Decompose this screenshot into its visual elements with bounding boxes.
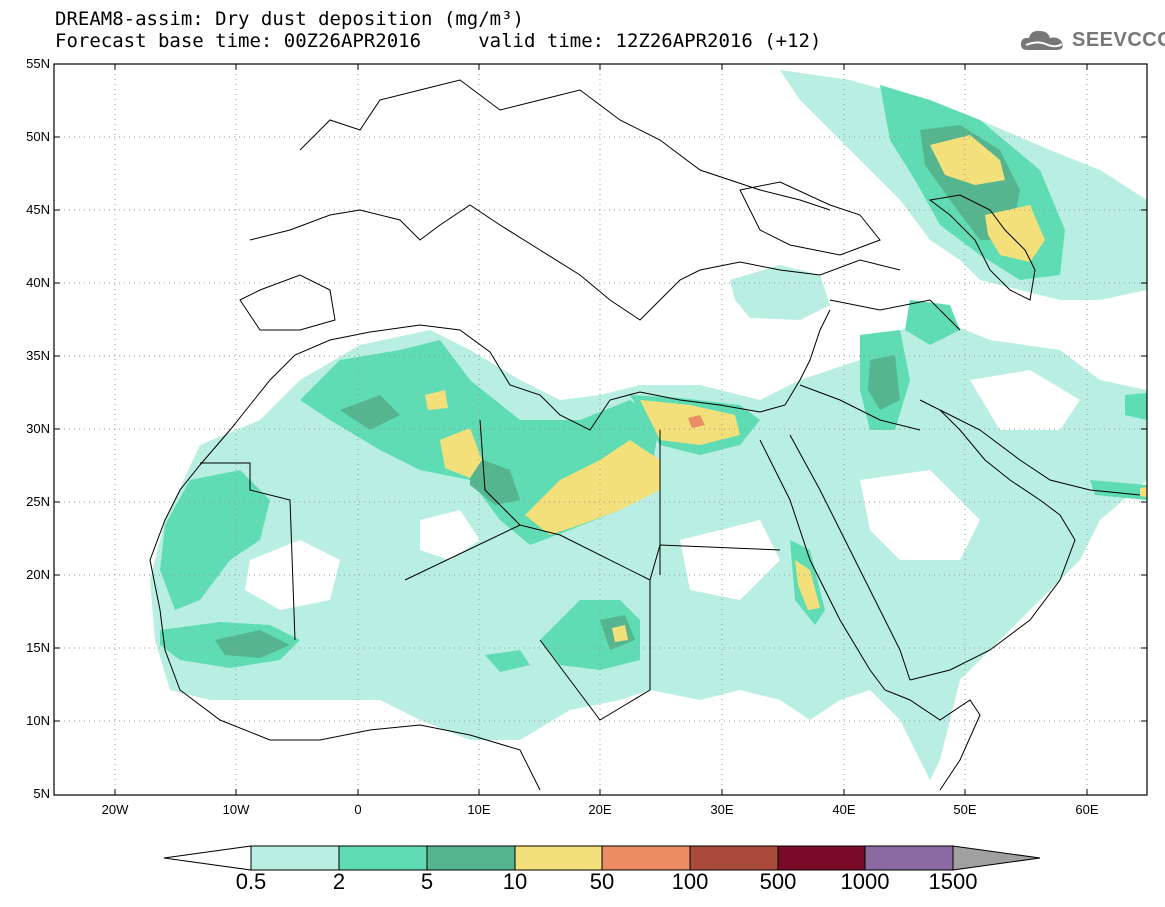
lon-label: 20W	[101, 802, 129, 817]
colorbar-swatch	[338, 845, 428, 871]
lat-label: 5N	[33, 786, 50, 801]
colorbar-swatch	[689, 845, 779, 871]
lat-label: 40N	[26, 275, 50, 290]
dust-region-libya-yellow	[525, 440, 660, 535]
lon-label: 30E	[710, 802, 734, 817]
colorbar-label: 500	[759, 869, 797, 894]
lat-label: 50N	[26, 129, 50, 144]
colorbar-label: 2	[332, 869, 346, 894]
colorbar-swatch	[864, 845, 954, 871]
lat-label: 35N	[26, 348, 50, 363]
lon-label: 20E	[588, 802, 612, 817]
dust-region-turkey-light	[730, 265, 830, 320]
lon-label: 0	[354, 802, 362, 817]
lat-label: 45N	[26, 202, 50, 217]
map-subtitle: Forecast base time: 00Z26APR2016 valid t…	[55, 30, 822, 52]
lon-label: 10W	[222, 802, 250, 817]
lat-label: 10N	[26, 713, 50, 728]
dust-field	[150, 70, 1147, 780]
colorbar-label: 0.5	[235, 869, 267, 894]
colorbar-swatch	[514, 845, 603, 871]
colorbar-swatch	[250, 845, 340, 871]
lat-label: 20N	[26, 567, 50, 582]
colorbar-label: 5	[420, 869, 434, 894]
colorbar-label: 50	[589, 869, 615, 894]
colorbar-label: 100	[671, 869, 709, 894]
colorbar-swatch	[777, 845, 866, 871]
axis-ticks	[54, 63, 1147, 796]
colorbar-under-triangle	[163, 845, 252, 871]
colorbar-label: 10	[502, 869, 528, 894]
lat-label: 15N	[26, 640, 50, 655]
colorbar-label: 1000	[840, 869, 890, 894]
logo-text: SEEVCCC	[1072, 28, 1165, 51]
lat-label: 25N	[26, 494, 50, 509]
coastlines	[149, 79, 1141, 791]
graticule	[54, 64, 1147, 795]
lon-label: 50E	[953, 802, 977, 817]
lon-label: 40E	[832, 802, 856, 817]
lat-label: 55N	[26, 56, 50, 71]
lon-label: 10E	[467, 802, 491, 817]
colorbar-over-triangle	[952, 845, 1041, 871]
dust-region-mauritania-medium	[160, 470, 270, 610]
cloud-icon	[1020, 30, 1063, 50]
map-title: DREAM8-assim: Dry dust deposition (mg/m³…	[55, 8, 524, 30]
lon-label: 60E	[1075, 802, 1099, 817]
colorbar	[163, 845, 1041, 871]
colorbar-swatch	[601, 845, 691, 871]
colorbar-swatch	[426, 845, 516, 871]
colorbar-label: 1500	[928, 869, 978, 894]
lat-label: 30N	[26, 421, 50, 436]
seevccc-logo: SEEVCCC	[1018, 26, 1165, 54]
